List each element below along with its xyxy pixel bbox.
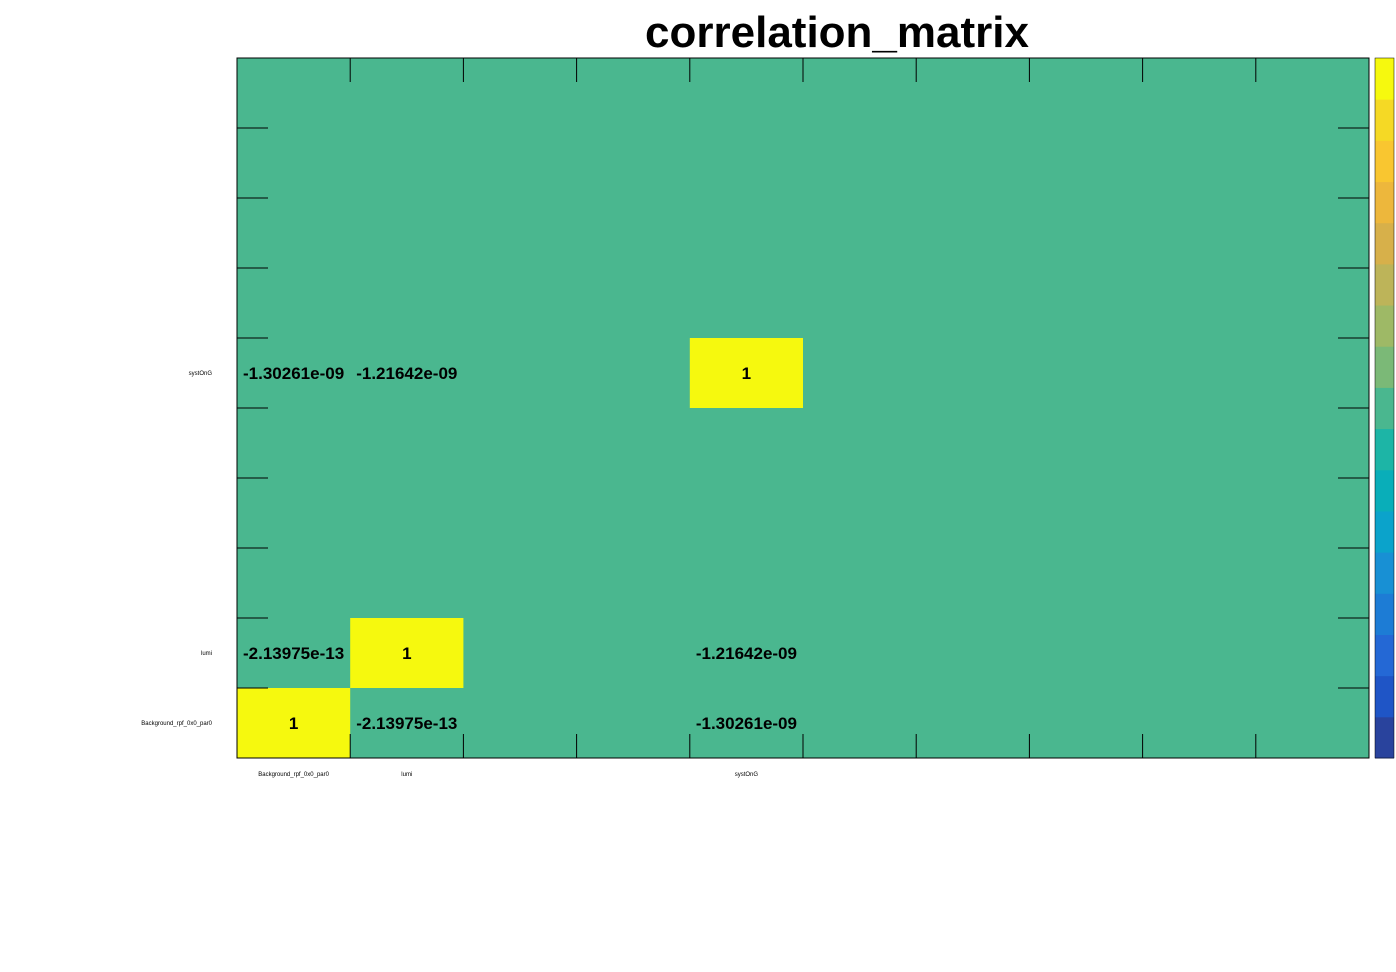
heatmap-cell (689, 338, 803, 408)
chart-title: correlation_matrix (645, 8, 1029, 57)
color-scale-swatch (1375, 181, 1394, 224)
color-scale-frame (1374, 57, 1395, 759)
color-scale-swatch (1375, 99, 1394, 141)
title-box (611, 2, 1074, 62)
color-scale-swatch (1375, 263, 1394, 306)
color-scale-swatch (1375, 140, 1394, 183)
cell-value-label: -2.13975e-13 (356, 714, 457, 733)
color-scale-swatch (1375, 428, 1394, 471)
cell-value-label: -1.30261e-09 (243, 364, 344, 383)
color-scale-swatch (1375, 222, 1394, 265)
x-tick-label: Background_rpf_0x0_par0 (258, 772, 329, 778)
color-scale-swatch (1375, 675, 1394, 718)
color-scale-bar (1374, 57, 1395, 759)
heatmap-cell (237, 688, 351, 758)
color-scale-swatch (1375, 716, 1394, 759)
color-scale-swatch (1375, 387, 1394, 430)
color-scale-swatch (1375, 593, 1394, 635)
y-tick-label: lumi (201, 651, 212, 657)
cell-value-label: -1.21642e-09 (696, 644, 797, 663)
cell-value-label: 1 (289, 714, 298, 733)
color-scale-swatch (1375, 634, 1394, 677)
cell-value-label: 1 (742, 364, 751, 383)
color-scale-swatch (1375, 305, 1394, 347)
cell-value-label: -1.21642e-09 (356, 364, 457, 383)
cell-value-label: 1 (402, 644, 411, 663)
y-axis-labels: Background_rpf_0x0_par0 lumi systOnG (141, 371, 212, 727)
color-scale-swatch (1375, 346, 1394, 388)
color-scale-swatch (1375, 469, 1394, 512)
x-axis-labels: Background_rpf_0x0_par0 lumi systOnG (258, 772, 758, 778)
cell-value-label: -2.13975e-13 (243, 644, 344, 663)
color-scale-swatch (1375, 58, 1394, 100)
y-tick-label: Background_rpf_0x0_par0 (141, 721, 212, 727)
y-tick-label: systOnG (189, 371, 213, 377)
x-tick-label: lumi (401, 772, 412, 778)
title-group: correlation_matrix (611, 2, 1074, 62)
heatmap-cell (350, 618, 464, 688)
color-scale-swatch (1375, 510, 1394, 553)
color-scale-swatch (1375, 552, 1394, 594)
cell-value-label: -1.30261e-09 (696, 714, 797, 733)
x-tick-label: systOnG (735, 772, 759, 778)
plot-area: 1 -2.13975e-13 -1.30261e-09 -2.13975e-13 1 -1… (236, 57, 1370, 759)
